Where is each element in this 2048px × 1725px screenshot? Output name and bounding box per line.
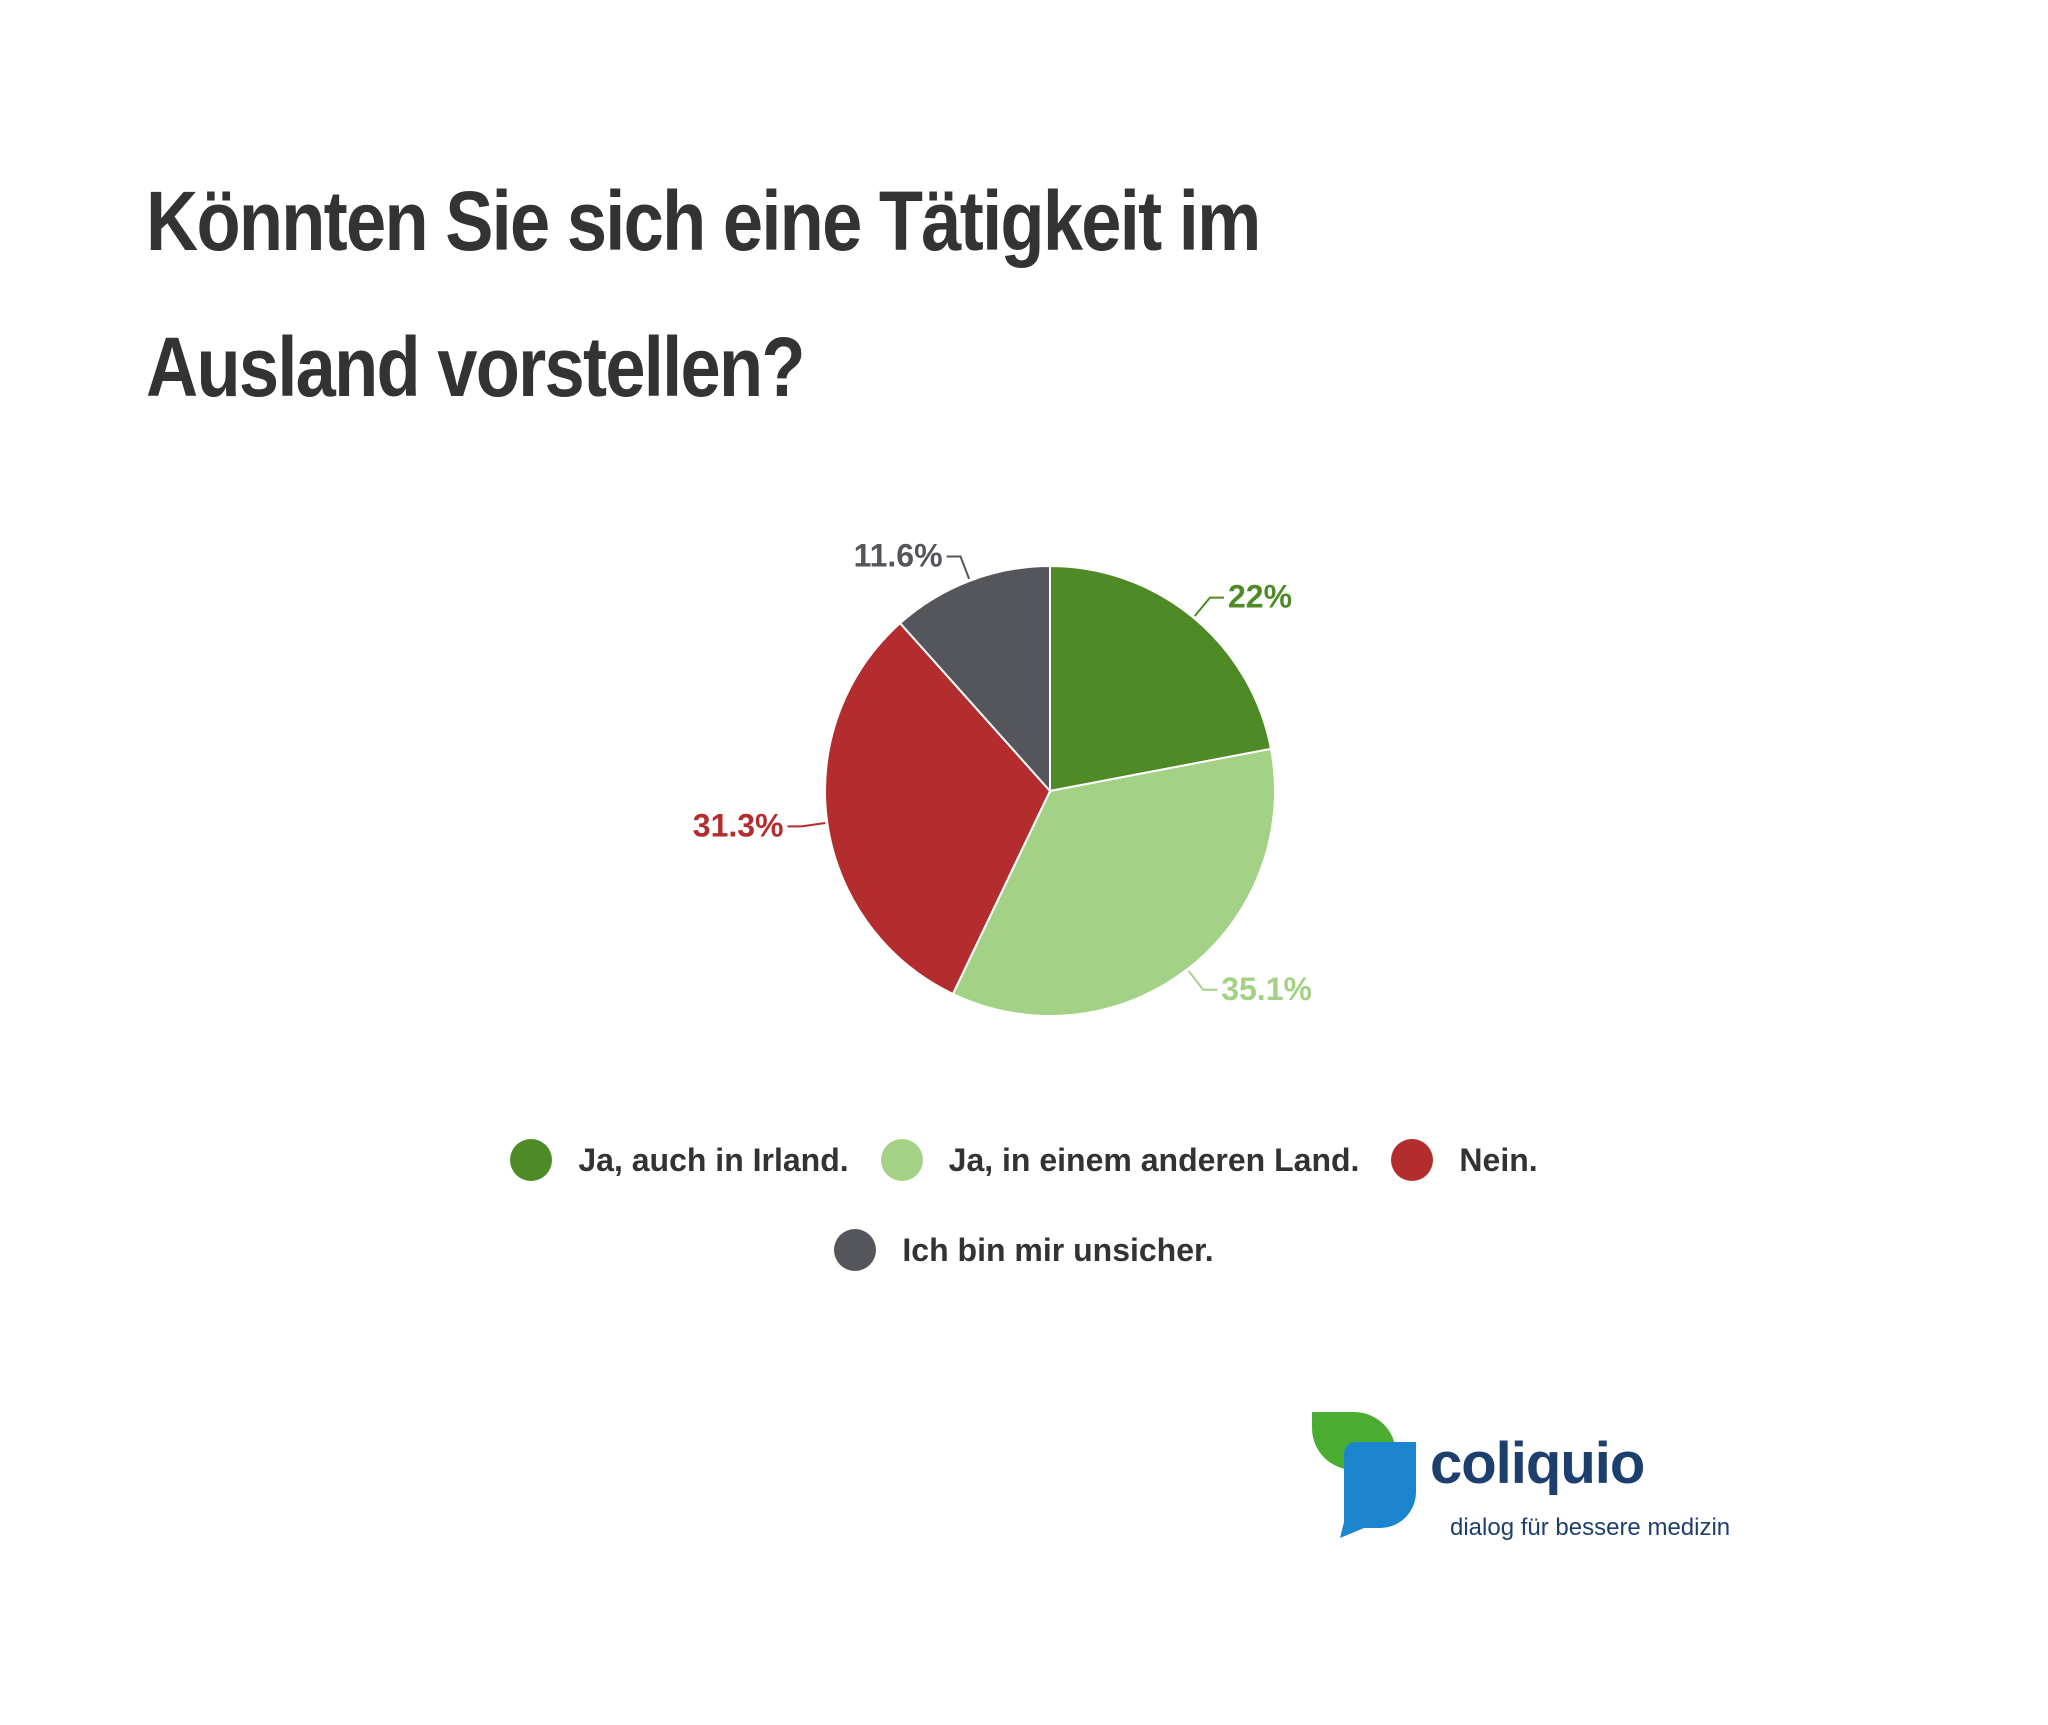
logo-wordmark: coliquio — [1430, 1431, 1645, 1496]
data-label-unsicher: 11.6% — [854, 537, 943, 573]
legend-item-unsicher[interactable]: Ich bin mir unsicher. — [834, 1229, 1214, 1271]
speech-bubbles-icon — [1312, 1412, 1416, 1538]
data-label-ja-irland: 22% — [1228, 579, 1292, 615]
legend-item-ja-irland[interactable]: Ja, auch in Irland. — [510, 1139, 849, 1181]
coliquio-logo: coliquio dialog für bessere medizin — [1308, 1410, 1788, 1560]
legend-label: Ich bin mir unsicher. — [902, 1231, 1214, 1268]
pie-slice-unsicher[interactable] — [898, 564, 1051, 794]
legend-label: Nein. — [1459, 1141, 1538, 1178]
legend-swatch-ja-irland — [510, 1139, 553, 1181]
legend-swatch-unsicher — [834, 1229, 877, 1271]
pie-slices — [824, 564, 1276, 1017]
legend-item-nein[interactable]: Nein. — [1391, 1139, 1538, 1181]
chart-title: Könnten Sie sich eine Tätigkeit im Ausla… — [146, 174, 1261, 414]
legend-label: Ja, auch in Irland. — [578, 1141, 849, 1178]
legend-swatch-nein — [1391, 1139, 1434, 1181]
blue-bubble-icon — [1340, 1442, 1416, 1538]
data-label-ja-anderes-land: 35.1% — [1221, 971, 1312, 1007]
leader-line-ja-irland — [1193, 596, 1224, 617]
pie-slice-ja-irland[interactable] — [1049, 564, 1273, 793]
data-label-nein: 31.3% — [693, 807, 784, 843]
legend-row-2: Ich bin mir unsicher. — [0, 1220, 2048, 1280]
legend-swatch-ja-anderes-land — [880, 1139, 923, 1181]
leader-line-ja-anderes-land — [1187, 970, 1218, 991]
legend-row-1: Ja, auch in Irland. Ja, in einem anderen… — [0, 1130, 2048, 1190]
leader-line-unsicher — [946, 555, 971, 580]
legend: Ja, auch in Irland. Ja, in einem anderen… — [0, 1130, 2048, 1310]
pie-slice-nein[interactable] — [824, 621, 1052, 996]
pie-slice-ja-anderes-land[interactable] — [951, 747, 1276, 1017]
legend-item-ja-anderes-land[interactable]: Ja, in einem anderen Land. — [880, 1139, 1360, 1181]
legend-label: Ja, in einem anderen Land. — [948, 1141, 1360, 1178]
leader-line-nein — [787, 821, 826, 828]
pie-data-labels: 22% 35.1% 31.3% 11.6% — [693, 537, 1312, 1006]
logo-tagline: dialog für bessere medizin — [1450, 1514, 1731, 1541]
